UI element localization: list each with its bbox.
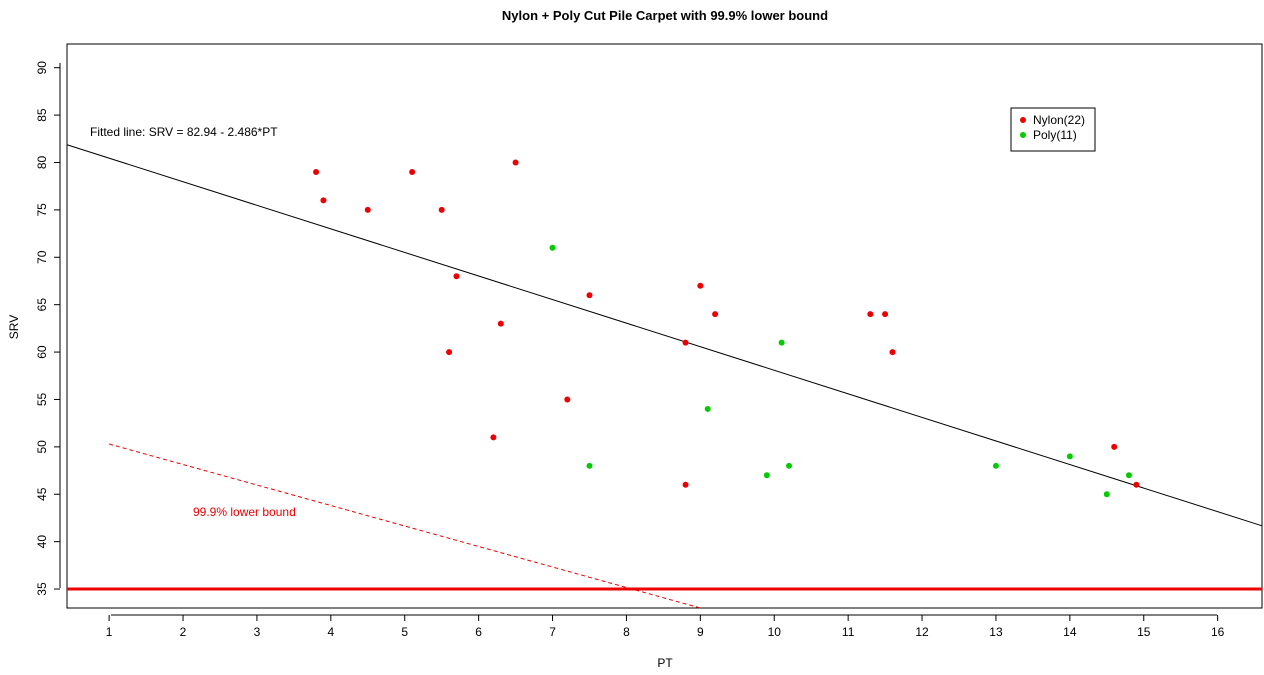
y-ticks: 35 40 45 50 55 60 65 70 75 80 85 90 [35,61,60,596]
y-tick-label: 50 [35,440,49,454]
x-tick-label: 1 [106,625,113,639]
y-tick-label: 55 [35,392,49,406]
point-poly [704,405,711,412]
point-poly [1125,472,1132,479]
point-nylon [512,159,519,166]
legend-marker-poly [1020,132,1026,138]
point-nylon [409,168,416,175]
y-tick-label: 70 [35,250,49,264]
y-tick-label: 40 [35,535,49,549]
x-axis-title: PT [657,656,673,670]
x-tick-label: 15 [1137,625,1151,639]
x-tick-label: 7 [549,625,556,639]
x-tick-label: 16 [1211,625,1225,639]
point-poly [549,244,556,251]
point-nylon [1133,481,1140,488]
point-nylon [682,339,689,346]
x-tick-label: 14 [1063,625,1077,639]
x-tick-label: 5 [401,625,408,639]
y-tick-label: 35 [35,582,49,596]
x-tick-label: 2 [180,625,187,639]
y-axis-title: SRV [7,315,21,339]
x-tick-label: 8 [623,625,630,639]
point-nylon [889,349,896,356]
x-tick-label: 13 [989,625,1003,639]
point-nylon [682,481,689,488]
x-tick-label: 9 [697,625,704,639]
point-nylon [490,434,497,441]
y-tick-label: 65 [35,298,49,312]
point-nylon [697,282,704,289]
point-nylon [364,206,371,213]
point-poly [1066,453,1073,460]
legend: Nylon(22) Poly(11) [1010,107,1096,152]
point-poly [778,339,785,346]
point-nylon [712,311,719,318]
legend-label-poly: Poly(11) [1033,128,1077,142]
y-tick-label: 45 [35,487,49,501]
y-tick-label: 60 [35,345,49,359]
y-tick-label: 85 [35,108,49,122]
point-poly [763,472,770,479]
point-nylon [564,396,571,403]
point-poly [1103,491,1110,498]
x-ticks: 1 2 3 4 5 6 7 8 9 10 11 12 13 14 15 16 [106,615,1225,639]
y-tick-label: 90 [35,61,49,75]
legend-label-nylon: Nylon(22) [1033,113,1085,127]
point-poly [992,462,999,469]
y-tick-label: 80 [35,155,49,169]
y-tick-label: 75 [35,203,49,217]
x-tick-label: 10 [768,625,782,639]
plot-layer [66,144,1263,609]
point-poly [586,462,593,469]
point-nylon [438,206,445,213]
point-poly [786,462,793,469]
point-nylon [497,320,504,327]
lower-bound-line [108,443,701,609]
x-tick-label: 6 [475,625,482,639]
x-tick-label: 11 [842,625,855,639]
point-nylon [446,349,453,356]
point-nylon [453,273,460,280]
point-nylon [313,168,320,175]
x-tick-label: 3 [254,625,261,639]
point-nylon [320,197,327,204]
plot-frame [66,43,1263,609]
fitted-line [66,144,1263,527]
point-nylon [867,311,874,318]
legend-box [1010,107,1096,152]
chart-title: Nylon + Poly Cut Pile Carpet with 99.9% … [502,8,828,23]
point-nylon [1111,443,1118,450]
x-tick-label: 12 [915,625,929,639]
fitted-line-label: Fitted line: SRV = 82.94 - 2.486*PT [90,125,278,139]
legend-marker-nylon [1020,117,1026,123]
x-tick-label: 4 [327,625,334,639]
point-nylon [882,311,889,318]
point-nylon [586,292,593,299]
lower-bound-label: 99.9% lower bound [193,505,296,519]
